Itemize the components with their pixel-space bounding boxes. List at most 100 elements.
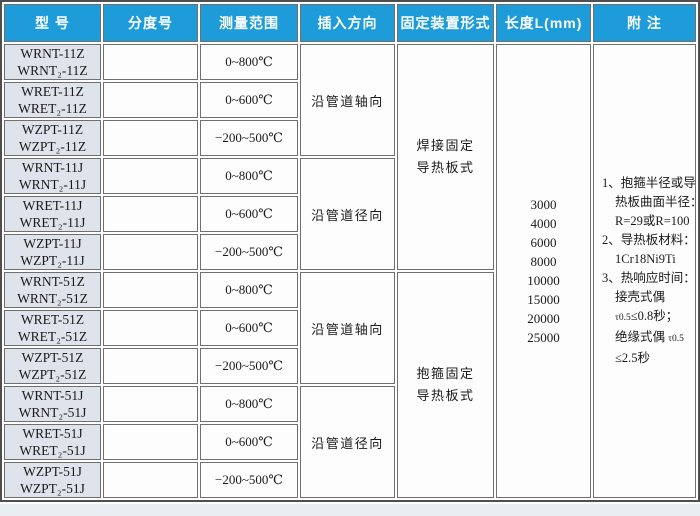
table-row: WRNT-11Z WRNT₂-11Z 0~800℃ 沿管道轴向 焊接固定 导热板式 3000… [4,44,696,498]
model-label: WZPT-11J [23,236,82,251]
length-value: 20000 [527,311,560,326]
graduation-cell [103,82,198,118]
note-line: 接壳式偶 [615,290,666,304]
range-cell: 0~600℃ [200,196,298,232]
model-cell: WRET-51J WRET₂-51J [4,424,101,460]
model-cell: WRET-11J WRET₂-11J [4,196,101,232]
model-cell: WRNT-51Z WRNT₂-51Z [4,272,101,308]
model-cell: WZPT-11J WZPT₂-11J [4,234,101,270]
header-cell-length: 长度L(mm) [496,4,591,42]
range-cell: 0~800℃ [200,44,298,80]
table-row: WRNT-51J WRNT₂-51J 0~800℃ 沿管道径向 [4,386,696,498]
model-label: WRNT₂-51Z [17,291,88,306]
model-cell: WRNT-51J WRNT₂-51J [4,386,101,422]
table-row: WZPT-51Z WZPT₂-51Z −200~500℃ [4,348,696,384]
length-value: 25000 [527,330,560,345]
graduation-cell [103,158,198,194]
direction-cell: 沿管道径向 [300,386,395,498]
note-line: R=29或R=100 [615,214,690,228]
model-cell: WRNT-11Z WRNT₂-11Z [4,44,101,80]
header-cell-direction: 插入方向 [300,4,395,42]
direction-cell: 沿管道轴向 [300,272,395,384]
table-body: WRNT-11Z WRNT₂-11Z 0~800℃ 沿管道轴向 焊接固定 导热板式 3000… [4,44,696,498]
model-cell: WRNT-11J WRNT₂-11J [4,158,101,194]
graduation-cell [103,120,198,156]
graduation-cell [103,348,198,384]
spec-table: 型 号分度号 测量范围 插入方向 固定装置形式 长度L(mm) 附 注 WRNT-11Z W… [0,0,700,502]
model-cell: WZPT-11Z WZPT₂-11Z [4,120,101,156]
length-value: 8000 [530,254,557,269]
length-value: 15000 [527,292,560,307]
table-row: WRNT-11J WRNT₂-11J 0~800℃ 沿管道径向 [4,158,696,270]
fixing-label-line: 抱箍固定 [416,366,475,381]
table-row: WZPT-11J WZPT₂-11J −200~500℃ [4,234,696,270]
header-cell-fixing: 固定装置形式 [397,4,494,42]
range-cell: −200~500℃ [200,234,298,270]
range-cell: 0~600℃ [200,424,298,460]
note-line: 热板曲面半径： [615,195,696,209]
model-label: WZPT-51Z [21,350,84,365]
range-cell: −200~500℃ [200,120,298,156]
range-cell: 0~800℃ [200,272,298,308]
fixing-label-line: 导热板式 [416,388,475,403]
model-label: WRNT-11Z [20,46,85,61]
table-row: WRET-11Z WRET₂-11Z 0~600℃ [4,82,696,118]
note-line: 1、抱箍半径或导 [602,176,696,190]
graduation-cell [103,424,198,460]
range-cell: −200~500℃ [200,462,298,498]
table-row: WZPT-11Z WZPT₂-11Z −200~500℃ [4,120,696,156]
fixing-cell: 抱箍固定 导热板式 [397,272,494,498]
graduation-cell [103,310,198,346]
model-label: WRET-11Z [21,84,84,99]
range-cell: 0~800℃ [200,386,298,422]
length-value: 4000 [530,216,557,231]
table-row: WZPT-51J WZPT₂-51J −200~500℃ [4,462,696,498]
model-cell: WZPT-51J WZPT₂-51J [4,462,101,498]
table-row: WRET-51Z WRET₂-51Z 0~600℃ [4,310,696,346]
direction-cell: 沿管道径向 [300,158,395,270]
header-row: 型 号分度号 测量范围 插入方向 固定装置形式 长度L(mm) 附 注 [4,4,696,42]
model-cell: WRET-11Z WRET₂-11Z [4,82,101,118]
table-row: WRET-51J WRET₂-51J 0~600℃ [4,424,696,460]
model-label: WZPT₂-51Z [18,367,87,382]
header-cell-graduation: 分度号 [103,4,198,42]
range-cell: 0~600℃ [200,310,298,346]
table-row: WRNT-51Z WRNT₂-51Z 0~800℃ 沿管道轴向抱箍固定导热板式 [4,272,696,498]
model-label: WZPT-11Z [21,122,84,137]
model-label: WRNT₂-11Z [17,63,88,78]
note-line: 绝缘式偶 τ0.5 [615,330,684,344]
header-cell-model: 型 号 [4,4,101,42]
graduation-cell [103,196,198,232]
model-label: WRNT-51Z [20,274,85,289]
model-cell: WZPT-51Z WZPT₂-51Z [4,348,101,384]
model-label: WRET-51Z [20,312,85,327]
tau-subscript: τ0.5 [668,334,684,344]
note-line: 1Cr18Ni9Ti [615,252,676,266]
header-cell-range: 测量范围 [200,4,298,42]
model-label: WRET₂-11Z [18,101,87,116]
model-label: WRET₂-51J [19,443,86,458]
length-cell: 3000 4000 6000 8000 10000 15000 20000 25000 [496,44,591,498]
model-label: WRNT-11J [21,160,84,175]
fixing-label-line: 焊接固定 [416,138,475,153]
note-line: 3、热响应时间： [602,271,696,285]
range-cell: −200~500℃ [200,348,298,384]
model-label: WRNT₂-11J [18,177,87,192]
range-cell: 0~600℃ [200,82,298,118]
fixing-label-line: 导热板式 [416,160,475,175]
model-label: WRET₂-51Z [17,329,88,344]
fixing-cell: 焊接固定 导热板式 [397,44,494,270]
length-value: 10000 [527,273,560,288]
graduation-cell [103,44,198,80]
model-label: WZPT₂-11J [20,253,85,268]
model-label: WZPT₂-51J [20,481,85,496]
graduation-cell [103,462,198,498]
table-row: WRET-11J WRET₂-11J 0~600℃ [4,196,696,232]
tau-subscript: τ0.5 [615,313,631,323]
graduation-cell [103,234,198,270]
model-label: WRNT₂-51J [18,405,87,420]
length-value: 3000 [530,197,557,212]
model-label: WRET₂-11J [19,215,86,230]
note-line: 2、导热板材料： [602,233,696,247]
